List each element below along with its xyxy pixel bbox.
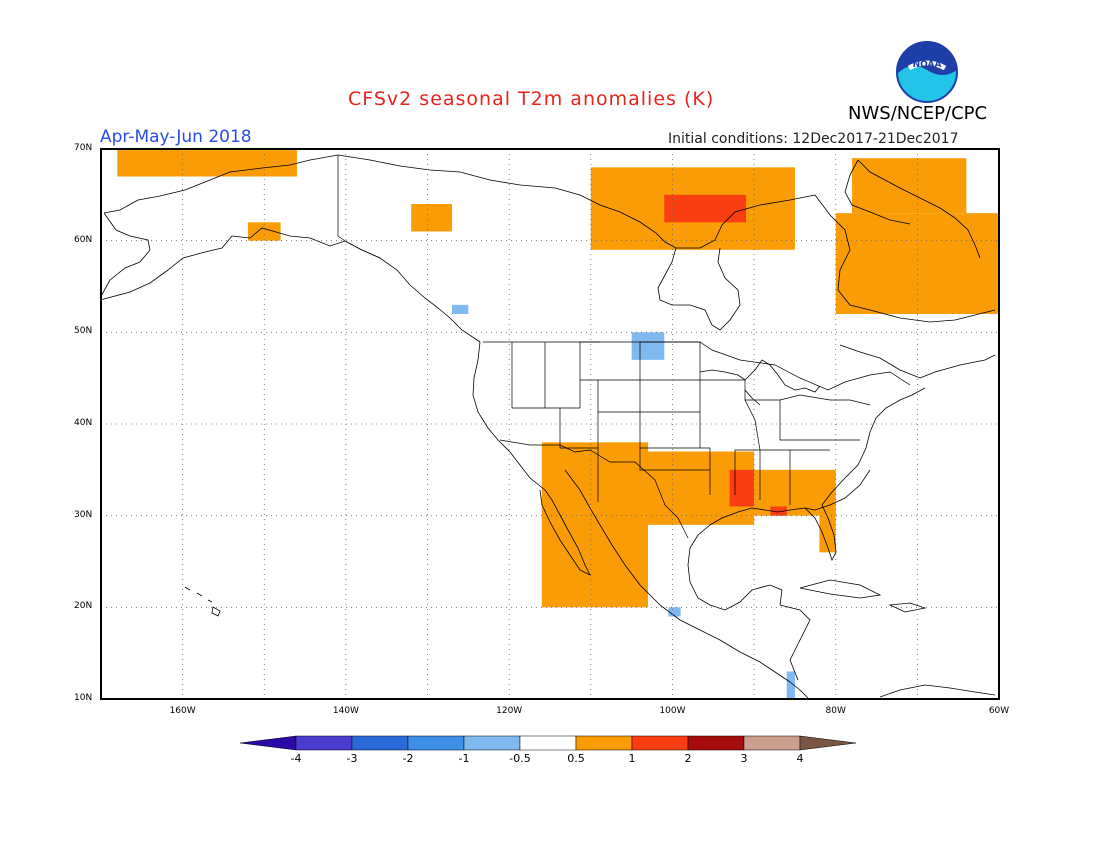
- coast-hudson-bay: [657, 247, 741, 331]
- coast-canada-arctic: [337, 154, 816, 249]
- lat-label: 50N: [74, 326, 93, 337]
- anomaly-region-12: [770, 506, 787, 516]
- border-us-canada: [483, 341, 911, 391]
- coast-central-america: [789, 681, 809, 699]
- colorbar-box: [295, 735, 353, 751]
- colorbar-label: 0.5: [567, 752, 585, 765]
- noaa-logo-text: NOAA: [913, 60, 942, 70]
- colorbar-label: 2: [684, 752, 692, 765]
- lon-label: 120W: [496, 706, 523, 716]
- lat-label: 20N: [74, 601, 93, 612]
- agency-label: NWS/NCEP/CPC: [848, 103, 988, 124]
- coast-caribbean: [779, 604, 811, 681]
- coast-hawaii: [184, 586, 221, 617]
- political-borders: [337, 155, 911, 539]
- border-states-3: [597, 447, 711, 502]
- anomaly-region-14: [452, 304, 469, 314]
- map-title: CFSv2 seasonal T2m anomalies (K): [348, 88, 715, 110]
- lon-label: 100W: [659, 706, 686, 716]
- anomaly-region-16: [786, 671, 795, 699]
- coast-baja: [539, 489, 591, 576]
- anomaly-region-4: [117, 149, 297, 177]
- border-states-4: [700, 379, 830, 505]
- lon-label: 140W: [332, 706, 359, 716]
- coast-alaska-west: [99, 212, 151, 299]
- colorbar-box: [743, 735, 801, 751]
- colorbar-label: -3: [346, 752, 358, 765]
- border-states-2: [559, 341, 701, 449]
- colorbar-box: [687, 735, 745, 751]
- colorbar-arrow-low: [239, 735, 297, 751]
- border-states-5: [745, 394, 871, 441]
- anomaly-region-15: [668, 607, 681, 617]
- colorbar-label: 4: [796, 752, 804, 765]
- coast-labrador: [814, 194, 996, 323]
- lat-label: 60N: [74, 234, 93, 245]
- coast-gulf: [687, 469, 871, 611]
- colorbar-label: 1: [628, 752, 636, 765]
- lon-label: 160W: [169, 706, 196, 716]
- anomaly-region-9: [729, 469, 755, 507]
- anomaly-region-3: [852, 158, 967, 214]
- coast-mexico-west: [564, 469, 791, 683]
- colorbar-label: -4: [290, 752, 302, 765]
- anomaly-region-13: [631, 332, 665, 360]
- map-frame: [100, 148, 1000, 700]
- coast-maritimes: [839, 344, 996, 379]
- coast-baffin-south: [844, 159, 911, 225]
- colorbar-label: -0.5: [509, 752, 531, 765]
- noaa-logo: NOAA: [896, 41, 958, 103]
- coast-baffin: [857, 159, 981, 259]
- lat-label: 10N: [74, 693, 93, 703]
- anomaly-fills: [117, 149, 999, 699]
- coast-hispaniola: [888, 602, 927, 613]
- coast-us-east: [821, 387, 926, 506]
- coast-south-america: [879, 684, 996, 698]
- border-alaska-canada: [337, 155, 381, 259]
- colorbar-box: [407, 735, 465, 751]
- initial-conditions: Initial conditions: 12Dec2017-21Dec2017: [668, 131, 959, 147]
- colorbar-box: [351, 735, 409, 751]
- anomaly-region-11: [819, 515, 836, 553]
- colorbar-box: [519, 735, 577, 751]
- anomaly-region-1: [664, 194, 746, 223]
- graticule: [101, 149, 999, 699]
- coast-alaska-north: [103, 154, 339, 214]
- lat-label: 70N: [74, 143, 93, 153]
- colorbar-label: -1: [458, 752, 470, 765]
- coast-us-west: [472, 341, 553, 501]
- border-us-mexico: [499, 439, 689, 539]
- anomaly-region-5: [247, 222, 281, 241]
- lon-label: 60W: [988, 706, 1010, 716]
- coast-florida: [804, 504, 837, 562]
- lon-label: 80W: [825, 706, 846, 716]
- colorbar-label: -2: [402, 752, 414, 765]
- lat-label: 40N: [74, 418, 93, 428]
- coastlines: [99, 154, 996, 699]
- coast-cuba: [799, 579, 882, 599]
- colorbar-box: [463, 735, 521, 751]
- colorbar-box: [575, 735, 633, 751]
- colorbar-label: 3: [740, 752, 748, 765]
- forecast-period: Apr-May-Jun 2018: [100, 127, 252, 147]
- colorbar-box: [631, 735, 689, 751]
- great-lakes: [699, 359, 821, 406]
- anomaly-region-6: [411, 204, 453, 232]
- lat-label: 30N: [74, 509, 93, 520]
- colorbar-arrow-high: [799, 735, 857, 751]
